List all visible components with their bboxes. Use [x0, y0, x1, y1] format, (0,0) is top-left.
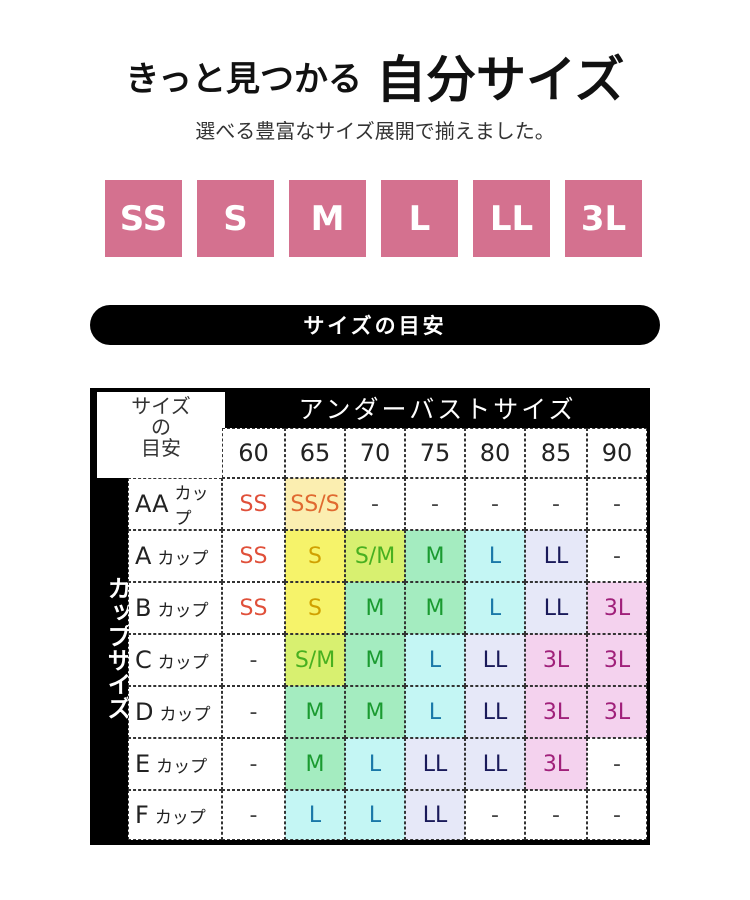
- corner-line: の: [151, 415, 171, 439]
- table-cell: L: [405, 686, 465, 738]
- table-cell: LL: [465, 634, 525, 686]
- size-badge-s: S: [197, 180, 274, 257]
- size-list: SS S M L LL 3L: [105, 180, 642, 257]
- corner-label: サイズ の 目安: [97, 392, 225, 478]
- cup-suffix: カップ: [154, 807, 206, 828]
- table-cell: LL: [405, 738, 465, 790]
- table-cell: L: [285, 790, 345, 840]
- table-cell: M: [345, 634, 405, 686]
- cup-suffix: カップ: [156, 756, 208, 777]
- table-cell: S: [285, 582, 345, 634]
- cup-suffix: カップ: [157, 652, 209, 673]
- size-badge-ll: LL: [473, 180, 550, 257]
- underbust-header-cell: 80: [465, 428, 525, 478]
- subtitle: 選べる豊富なサイズ展開で揃えました。: [195, 119, 555, 143]
- table-cell: L: [345, 790, 405, 840]
- cup-letter: C: [135, 646, 152, 674]
- table-cell: 3L: [587, 634, 647, 686]
- cup-letter: E: [135, 750, 151, 778]
- table-cell: M: [285, 738, 345, 790]
- table-cell: -: [222, 738, 285, 790]
- table-cell: L: [465, 582, 525, 634]
- table-cell: -: [345, 478, 405, 530]
- table-cell: -: [525, 478, 587, 530]
- cup-suffix: カップ: [174, 484, 209, 529]
- table-cell: L: [405, 634, 465, 686]
- cup-row-label: E カップ: [128, 738, 222, 790]
- table-cell: LL: [525, 530, 587, 582]
- table-cell: -: [222, 686, 285, 738]
- title-lead: きっと見つかる: [125, 59, 363, 100]
- cup-suffix: カップ: [159, 704, 211, 725]
- section-title: サイズの目安: [90, 305, 660, 345]
- table-cell: 3L: [525, 738, 587, 790]
- cup-letter: F: [135, 801, 149, 829]
- cup-letter: AA: [135, 490, 169, 518]
- underbust-header-cell: 90: [587, 428, 647, 478]
- table-cell: -: [525, 790, 587, 840]
- size-badge-3l: 3L: [565, 180, 642, 257]
- table-cell: LL: [525, 582, 587, 634]
- table-cell: SS: [222, 530, 285, 582]
- underbust-header-cell: 60: [222, 428, 285, 478]
- cup-row-label: F カップ: [128, 790, 222, 840]
- table-cell: LL: [405, 790, 465, 840]
- table-cell: M: [345, 582, 405, 634]
- page-title: きっと見つかる 自分サイズ: [0, 40, 750, 112]
- title-emphasis: 自分サイズ: [376, 51, 625, 109]
- cup-suffix: カップ: [157, 548, 209, 569]
- cup-header: カップサイズ: [103, 576, 131, 720]
- cup-letter: D: [135, 698, 154, 726]
- underbust-header: アンダーバストサイズ: [298, 395, 577, 424]
- table-cell: -: [587, 790, 647, 840]
- table-cell: 3L: [587, 582, 647, 634]
- table-cell: -: [222, 790, 285, 840]
- cup-letter: A: [135, 542, 152, 570]
- table-cell: L: [465, 530, 525, 582]
- size-badge-m: M: [289, 180, 366, 257]
- table-cell: SS: [222, 478, 285, 530]
- table-cell: SS: [222, 582, 285, 634]
- table-cell: S: [285, 530, 345, 582]
- table-cell: M: [405, 530, 465, 582]
- table-cell: -: [587, 530, 647, 582]
- cup-row-label: B カップ: [128, 582, 222, 634]
- cup-suffix: カップ: [157, 600, 209, 621]
- underbust-header-cell: 85: [525, 428, 587, 478]
- cup-letter: B: [135, 594, 152, 622]
- corner-line: サイズ: [131, 394, 191, 418]
- table-cell: -: [222, 634, 285, 686]
- cup-row-label: A カップ: [128, 530, 222, 582]
- underbust-header-cell: 65: [285, 428, 345, 478]
- table-cell: -: [587, 478, 647, 530]
- table-cell: LL: [465, 738, 525, 790]
- underbust-header-cell: 70: [345, 428, 405, 478]
- cup-row-label: D カップ: [128, 686, 222, 738]
- table-cell: -: [405, 478, 465, 530]
- table-cell: -: [587, 738, 647, 790]
- table-cell: S/M: [285, 634, 345, 686]
- cup-row-label: AA カップ: [128, 478, 222, 530]
- table-cell: -: [465, 478, 525, 530]
- table-cell: SS/S: [285, 478, 345, 530]
- table-cell: M: [405, 582, 465, 634]
- underbust-header-cell: 75: [405, 428, 465, 478]
- table-cell: 3L: [587, 686, 647, 738]
- table-cell: M: [285, 686, 345, 738]
- table-cell: -: [465, 790, 525, 840]
- table-cell: 3L: [525, 686, 587, 738]
- table-cell: L: [345, 738, 405, 790]
- corner-line: 目安: [141, 436, 181, 460]
- size-badge-ss: SS: [105, 180, 182, 257]
- table-cell: M: [345, 686, 405, 738]
- cup-row-label: C カップ: [128, 634, 222, 686]
- table-cell: S/M: [345, 530, 405, 582]
- table-cell: LL: [465, 686, 525, 738]
- size-chart-table: サイズ の 目安 アンダーバストサイズ カップサイズ 60 65 70 75 80 85 9…: [90, 388, 650, 845]
- table-cell: 3L: [525, 634, 587, 686]
- size-badge-l: L: [381, 180, 458, 257]
